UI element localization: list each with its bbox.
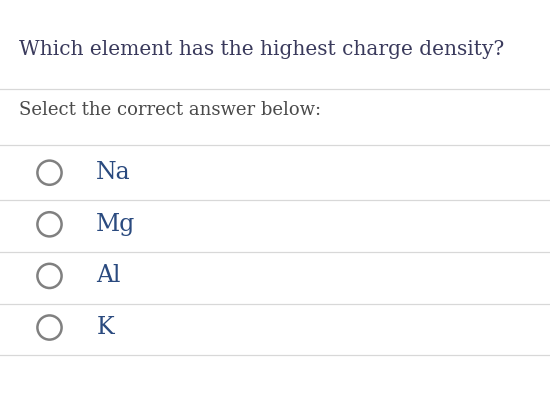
Text: Al: Al (96, 264, 121, 287)
Text: Select the correct answer below:: Select the correct answer below: (19, 101, 321, 119)
Text: K: K (96, 316, 114, 339)
Text: Which element has the highest charge density?: Which element has the highest charge den… (19, 40, 504, 59)
Text: Na: Na (96, 161, 131, 184)
Text: Mg: Mg (96, 213, 136, 236)
